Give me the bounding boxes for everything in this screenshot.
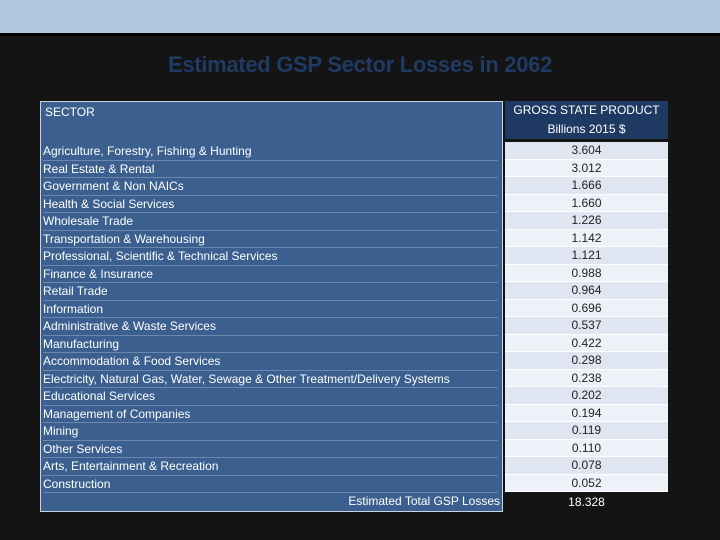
sector-row: Management of Companies xyxy=(43,406,498,423)
value-column: GROSS STATE PRODUCT Billions 2015 $ 3.60… xyxy=(505,101,668,512)
sector-row: Electricity, Natural Gas, Water, Sewage … xyxy=(43,371,498,388)
value-row: 0.988 xyxy=(505,264,668,282)
value-row: 0.537 xyxy=(505,317,668,335)
sector-row: Health & Social Services xyxy=(43,196,498,213)
value-rows: 3.604 3.012 1.666 1.660 1.226 1.142 1.121 0.988… xyxy=(505,142,668,492)
value-row: 0.696 xyxy=(505,299,668,317)
sector-row: Professional, Scientific & Technical Ser… xyxy=(43,248,498,266)
top-band xyxy=(0,0,720,33)
sector-row: Construction xyxy=(43,476,498,493)
value-row: 1.660 xyxy=(505,194,668,212)
total-value: 18.328 xyxy=(568,495,605,509)
value-header-line2: Billions 2015 $ xyxy=(547,122,626,136)
value-header-line1: GROSS STATE PRODUCT xyxy=(513,103,660,117)
sector-column: SECTOR Agriculture, Forestry, Fishing & … xyxy=(40,101,503,512)
gsp-losses-table: SECTOR Agriculture, Forestry, Fishing & … xyxy=(40,101,668,512)
sector-row: Finance & Insurance xyxy=(43,266,498,283)
sector-row: Real Estate & Rental xyxy=(43,161,498,178)
value-row: 3.604 xyxy=(505,142,668,160)
value-row: 0.298 xyxy=(505,352,668,370)
sector-row: Transportation & Warehousing xyxy=(43,231,498,248)
sector-rows: Agriculture, Forestry, Fishing & Hunting… xyxy=(43,143,498,493)
sector-row: Wholesale Trade xyxy=(43,213,498,231)
value-row: 0.422 xyxy=(505,334,668,352)
value-row: 0.202 xyxy=(505,387,668,405)
value-row: 3.012 xyxy=(505,159,668,177)
value-row: 0.238 xyxy=(505,369,668,387)
sector-row: Retail Trade xyxy=(43,283,498,301)
sector-row: Government & Non NAICs xyxy=(43,178,498,196)
sector-row: Mining xyxy=(43,423,498,441)
value-row: 0.964 xyxy=(505,282,668,300)
slide-title: Estimated GSP Sector Losses in 2062 xyxy=(167,52,553,77)
value-row: 1.142 xyxy=(505,229,668,247)
value-row: 0.052 xyxy=(505,474,668,492)
sector-row: Administrative & Waste Services xyxy=(43,318,498,336)
value-row: 1.226 xyxy=(505,212,668,230)
sector-header: SECTOR xyxy=(45,105,95,119)
sector-row: Accommodation & Food Services xyxy=(43,353,498,371)
value-row: 0.119 xyxy=(505,422,668,440)
total-label: Estimated Total GSP Losses xyxy=(348,494,500,508)
value-row: 0.110 xyxy=(505,439,668,457)
sector-row: Manufacturing xyxy=(43,336,498,353)
sector-row: Arts, Entertainment & Recreation xyxy=(43,458,498,476)
sector-row: Agriculture, Forestry, Fishing & Hunting xyxy=(43,143,498,161)
value-row: 1.121 xyxy=(505,247,668,265)
sector-row: Educational Services xyxy=(43,388,498,406)
sector-row: Other Services xyxy=(43,441,498,458)
value-row: 0.194 xyxy=(505,404,668,422)
sector-row: Information xyxy=(43,301,498,318)
value-row: 0.078 xyxy=(505,457,668,475)
value-row: 1.666 xyxy=(505,177,668,195)
value-header: GROSS STATE PRODUCT Billions 2015 $ xyxy=(505,101,668,139)
